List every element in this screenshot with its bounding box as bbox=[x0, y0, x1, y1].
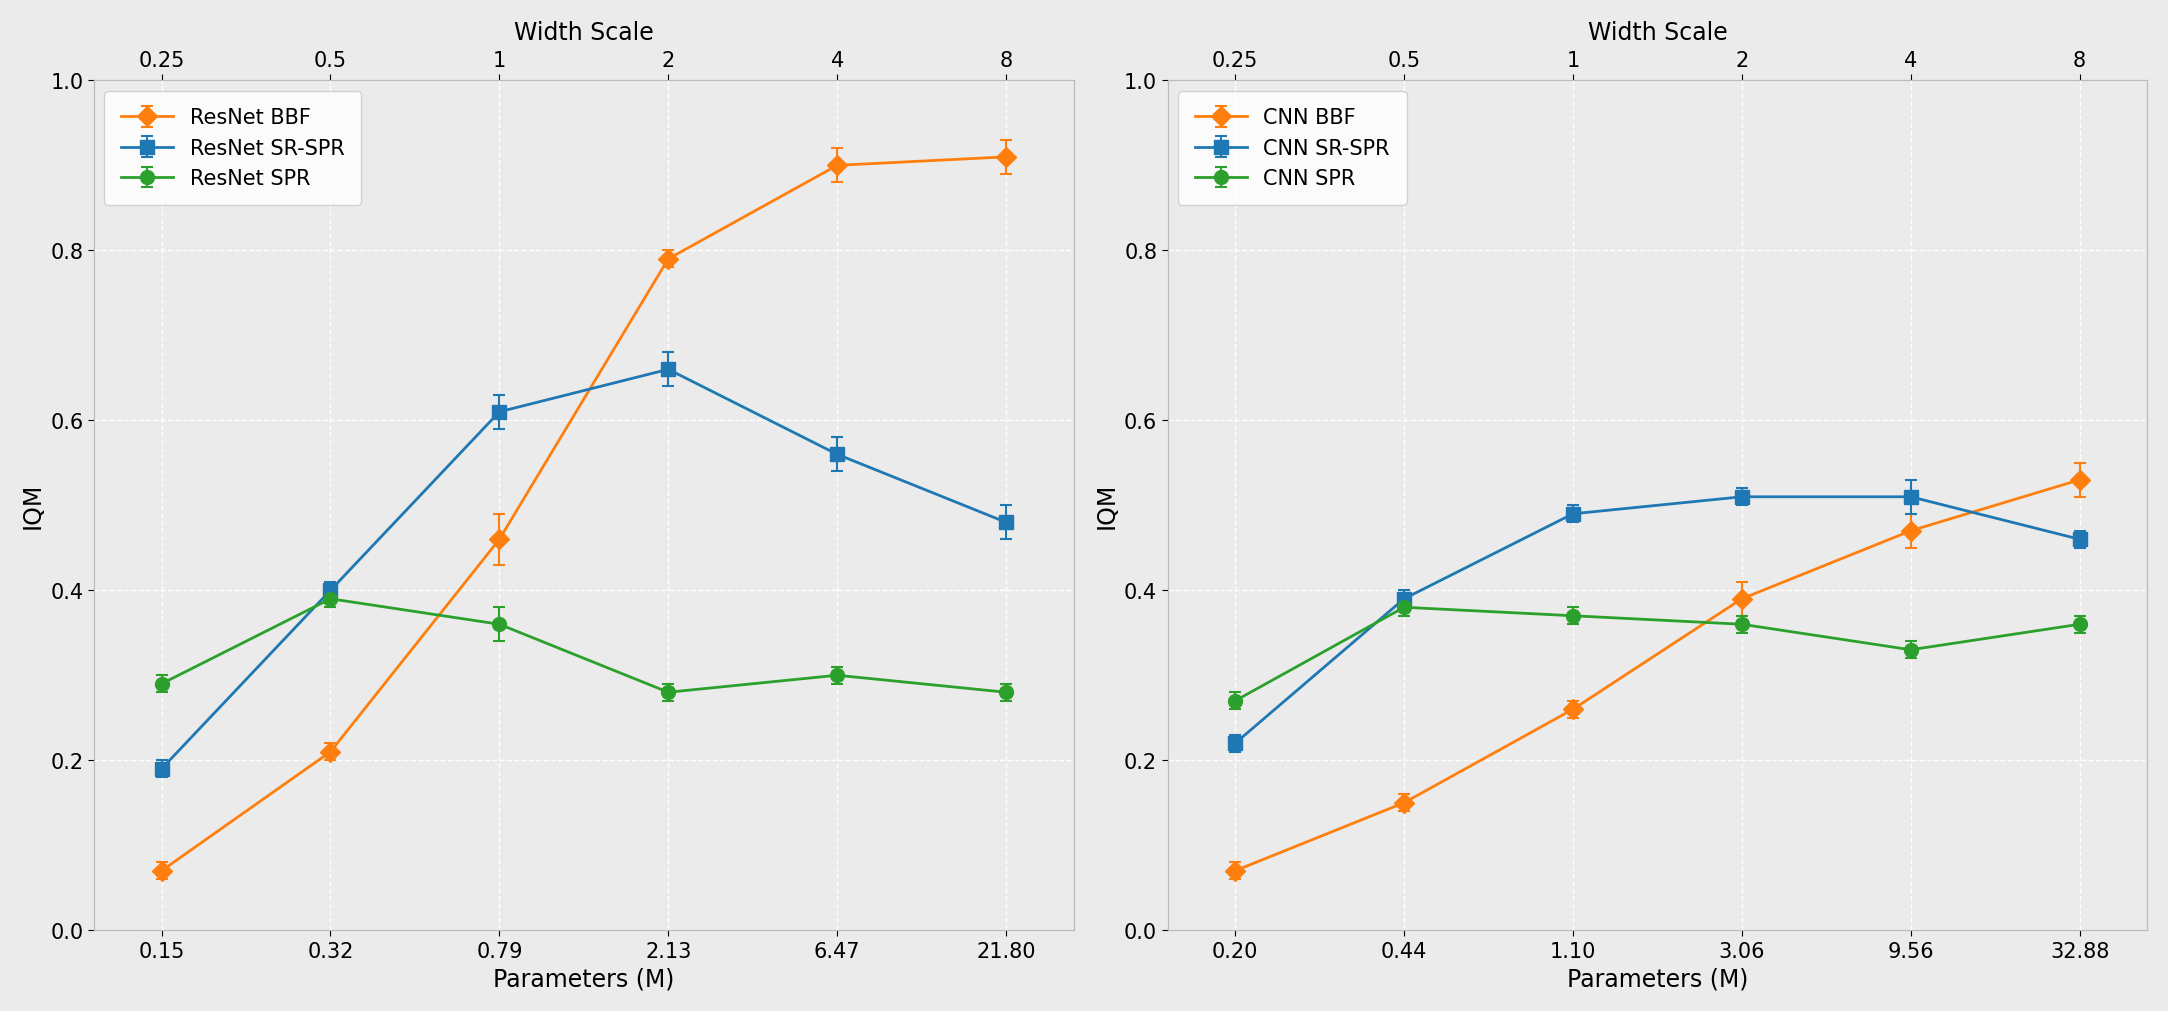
X-axis label: Width Scale: Width Scale bbox=[514, 21, 655, 44]
X-axis label: Width Scale: Width Scale bbox=[1587, 21, 1728, 44]
Y-axis label: IQM: IQM bbox=[1095, 482, 1119, 529]
X-axis label: Parameters (M): Parameters (M) bbox=[492, 967, 674, 990]
Legend: CNN BBF, CNN SR-SPR, CNN SPR: CNN BBF, CNN SR-SPR, CNN SPR bbox=[1177, 92, 1407, 206]
Legend: ResNet BBF, ResNet SR-SPR, ResNet SPR: ResNet BBF, ResNet SR-SPR, ResNet SPR bbox=[104, 92, 362, 206]
X-axis label: Parameters (M): Parameters (M) bbox=[1567, 967, 1747, 990]
Y-axis label: IQM: IQM bbox=[22, 482, 46, 529]
